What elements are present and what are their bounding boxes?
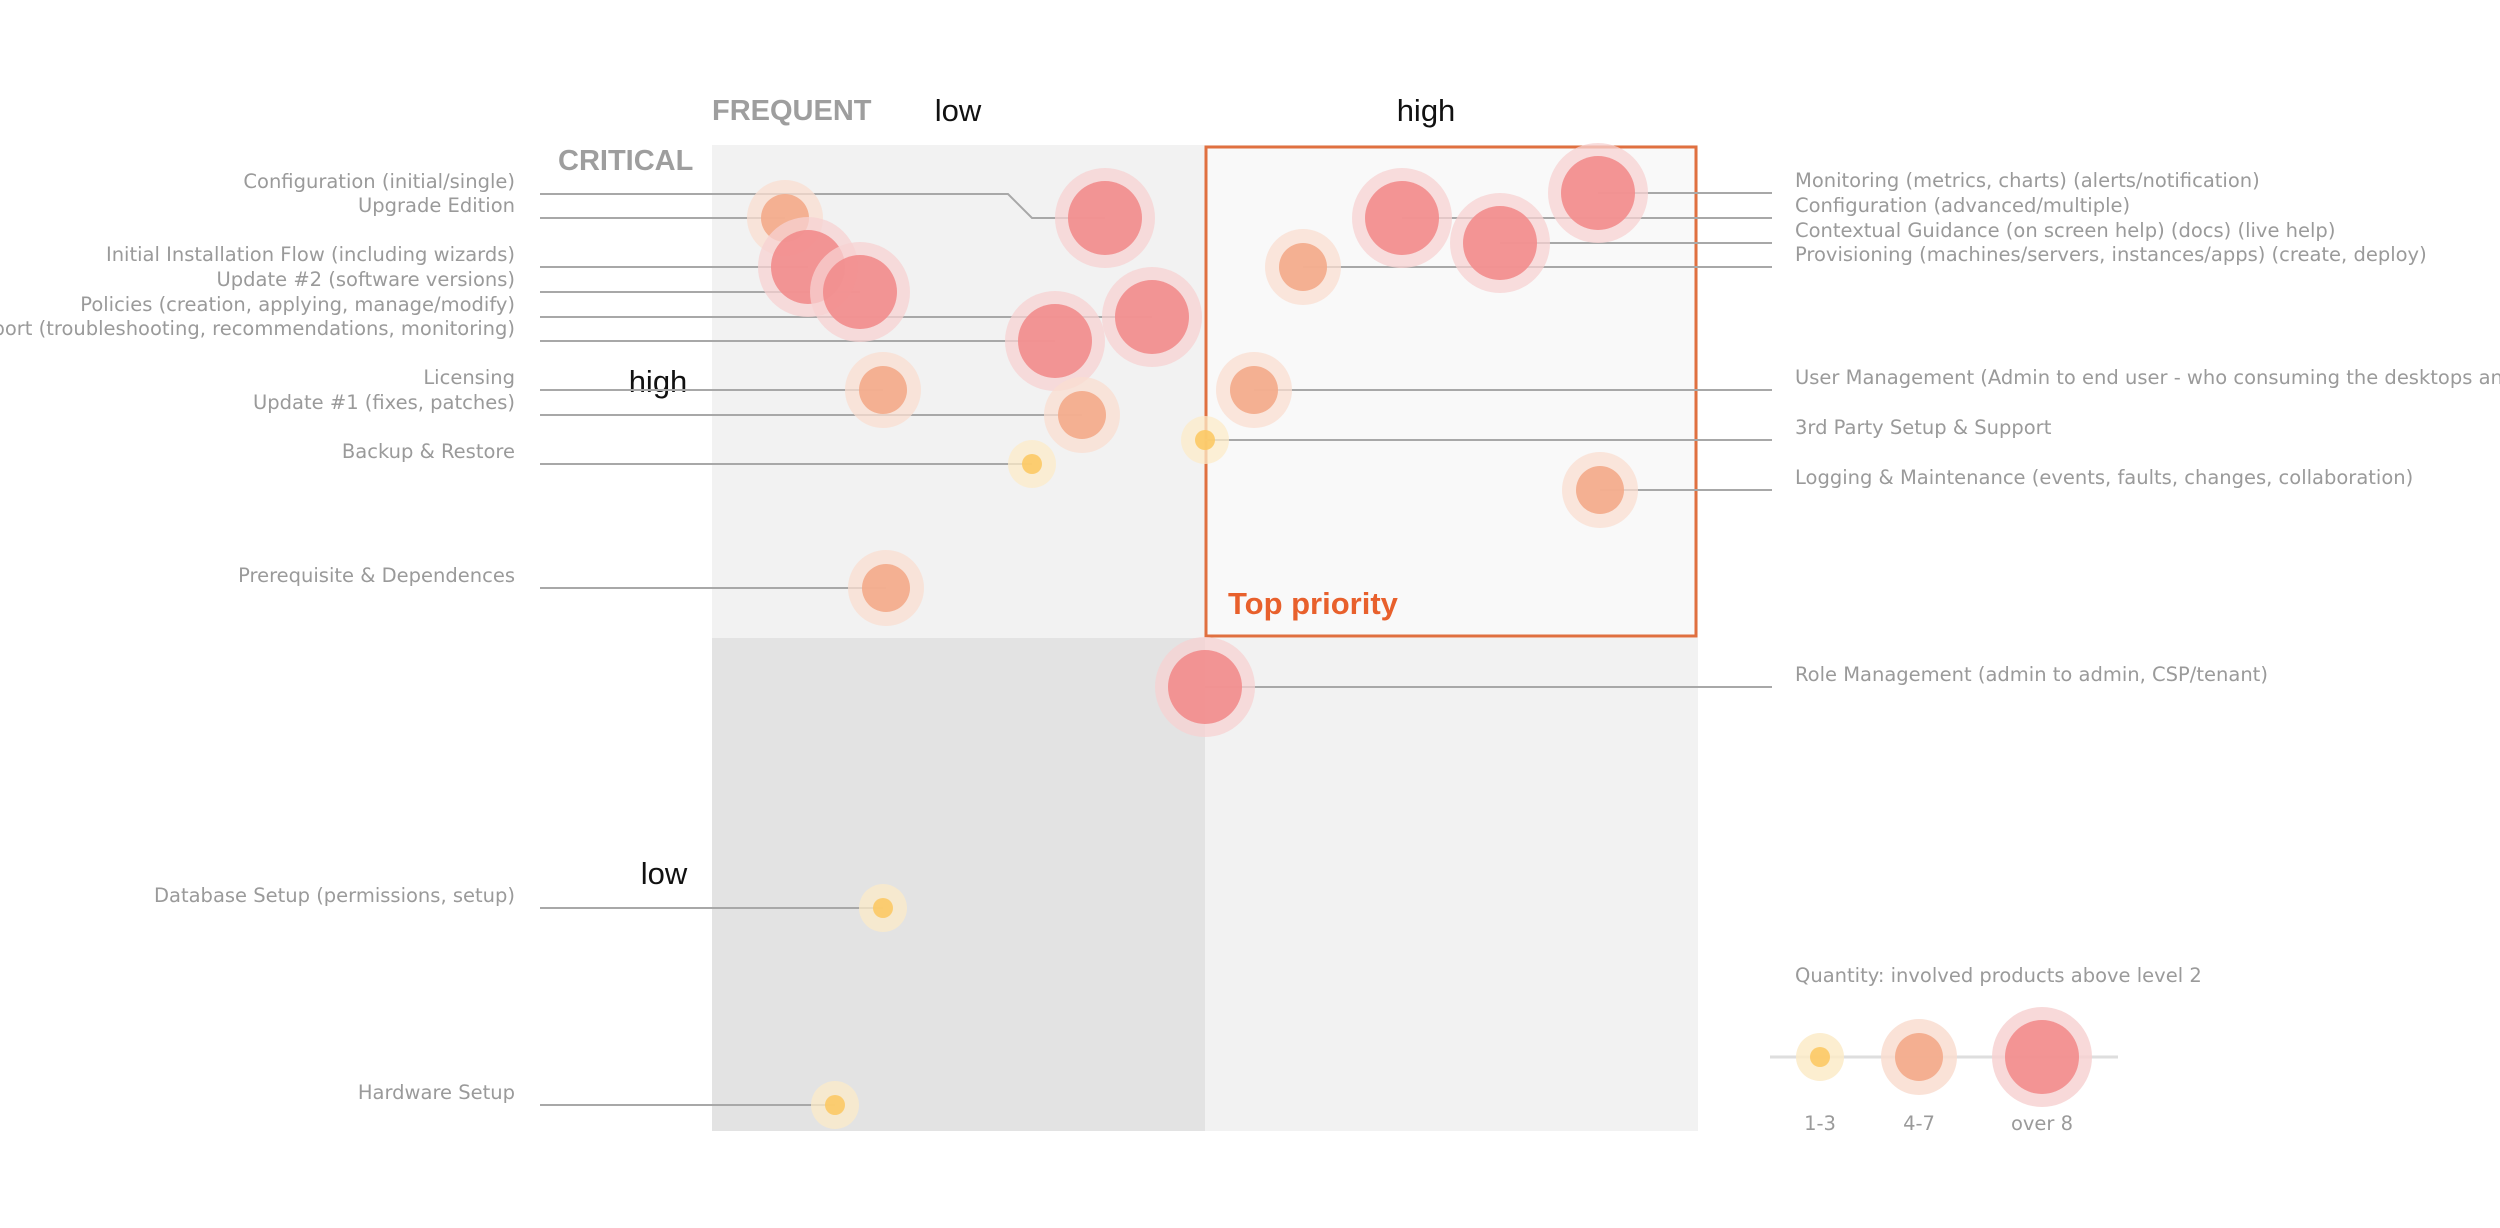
bubble-core — [1463, 206, 1537, 280]
top-priority-label: Top priority — [1228, 586, 1399, 621]
task-label-user-management-admin-to-end-user-who-consuming-the-desktops-and-apps: User Management (Admin to end user - who… — [1795, 366, 2500, 389]
task-label-provisioning-machines-servers-instances-apps-create-deploy: Provisioning (machines/servers, instance… — [1795, 243, 2427, 266]
legend-item-1-3: 1-3 — [1796, 1033, 1844, 1135]
legend-label: 4-7 — [1903, 1112, 1935, 1135]
bubble-core — [1058, 391, 1106, 439]
bubble-contextual-guidance-on-screen-help-docs-live-help — [1450, 193, 1550, 293]
task-label-upgrade-edition: Upgrade Edition — [358, 194, 515, 217]
task-label-backup-restore: Backup & Restore — [342, 440, 515, 463]
task-label-hardware-setup: Hardware Setup — [358, 1081, 515, 1104]
bubble-update-1-fixes-patches — [1044, 377, 1120, 453]
x-axis-title: FREQUENT — [712, 95, 872, 127]
bubble-core — [859, 366, 907, 414]
y-level-high: high — [629, 364, 688, 399]
task-label-3rd-party-setup-support: 3rd Party Setup & Support — [1795, 416, 2052, 439]
bubble-core — [1279, 243, 1327, 291]
top-priority-frame — [1204, 145, 1698, 638]
quadrant-high-frequency-low-critical — [1205, 638, 1698, 1131]
task-label-configuration-advanced-multiple: Configuration (advanced/multiple) — [1795, 194, 2130, 217]
bubble-hardware-setup — [811, 1081, 859, 1129]
legend-item-over-8: over 8 — [1992, 1007, 2092, 1135]
task-label-monitoring-metrics-charts-alerts-notification: Monitoring (metrics, charts) (alerts/not… — [1795, 169, 2260, 192]
bubble-core — [1576, 466, 1624, 514]
task-label-licensing: Licensing — [423, 366, 515, 389]
task-label-database-setup-permissions-setup: Database Setup (permissions, setup) — [154, 884, 515, 907]
bubble-core — [1230, 366, 1278, 414]
bubbles — [747, 143, 1648, 1129]
legend-title: Quantity: involved products above level … — [1795, 964, 2202, 987]
bubble-monitoring-metrics-charts-alerts-notification — [1548, 143, 1648, 243]
bubble-core — [823, 255, 897, 329]
task-label-support-troubleshooting-recommendations-monitoring: Support (troubleshooting, recommendation… — [0, 317, 515, 340]
x-level-low: low — [935, 93, 982, 128]
bubble-core — [1561, 156, 1635, 230]
task-label-logging-maintenance-events-faults-changes-collaboration: Logging & Maintenance (events, faults, c… — [1795, 466, 2413, 489]
bubble-licensing — [845, 352, 921, 428]
bubble-core — [1022, 454, 1042, 474]
bubble-configuration-advanced-multiple — [1352, 168, 1452, 268]
bubble-core — [862, 564, 910, 612]
bubble-user-management-admin-to-end-user-who-consuming-the-desktops-and-apps — [1216, 352, 1292, 428]
bubble-core — [1365, 181, 1439, 255]
bubble-support-troubleshooting-recommendations-monitoring — [1005, 291, 1105, 391]
legend-label: 1-3 — [1804, 1112, 1836, 1135]
bubble-core — [1168, 650, 1242, 724]
y-level-low: low — [641, 856, 688, 891]
quadrant-low-frequency-low-critical — [712, 638, 1205, 1131]
task-label-role-management-admin-to-admin-csp-tenant: Role Management (admin to admin, CSP/ten… — [1795, 663, 2268, 686]
legend-bubble-core — [1895, 1033, 1943, 1081]
x-level-high: high — [1397, 93, 1456, 128]
legend-bubble-core — [2005, 1020, 2079, 1094]
bubble-role-management-admin-to-admin-csp-tenant — [1155, 637, 1255, 737]
task-label-update-1-fixes-patches: Update #1 (fixes, patches) — [253, 391, 515, 414]
bubble-backup-restore — [1008, 440, 1056, 488]
bubble-logging-maintenance-events-faults-changes-collaboration — [1562, 452, 1638, 528]
bubble-3rd-party-setup-support — [1181, 416, 1229, 464]
task-label-initial-installation-flow-including-wizards: Initial Installation Flow (including wiz… — [106, 243, 515, 266]
task-label-prerequisite-dependences: Prerequisite & Dependences — [238, 564, 515, 587]
bubble-prerequisite-dependences — [848, 550, 924, 626]
bubble-provisioning-machines-servers-instances-apps-create-deploy — [1265, 229, 1341, 305]
bubble-core — [1018, 304, 1092, 378]
bubble-core — [1195, 430, 1215, 450]
y-axis-title: CRITICAL — [558, 145, 693, 177]
bubble-core — [1115, 280, 1189, 354]
bubble-policies-creation-applying-manage-modify — [1102, 267, 1202, 367]
bubble-configuration-initial-single — [1055, 168, 1155, 268]
task-label-configuration-initial-single: Configuration (initial/single) — [243, 170, 515, 193]
task-labels: Configuration (initial/single)Upgrade Ed… — [0, 169, 2500, 1104]
legend-item-4-7: 4-7 — [1881, 1019, 1957, 1135]
bubble-core — [873, 898, 893, 918]
legend-bubble-core — [1810, 1047, 1830, 1067]
bubble-database-setup-permissions-setup — [859, 884, 907, 932]
size-legend: Quantity: involved products above level … — [1770, 964, 2202, 1135]
task-label-contextual-guidance-on-screen-help-docs-live-help: Contextual Guidance (on screen help) (do… — [1795, 219, 2335, 242]
task-label-update-2-software-versions: Update #2 (software versions) — [217, 268, 516, 291]
bubble-core — [825, 1095, 845, 1115]
bubble-core — [1068, 181, 1142, 255]
task-label-policies-creation-applying-manage-modify: Policies (creation, applying, manage/mod… — [80, 293, 515, 316]
bubble-update-2-software-versions — [810, 242, 910, 342]
legend-label: over 8 — [2011, 1112, 2073, 1135]
